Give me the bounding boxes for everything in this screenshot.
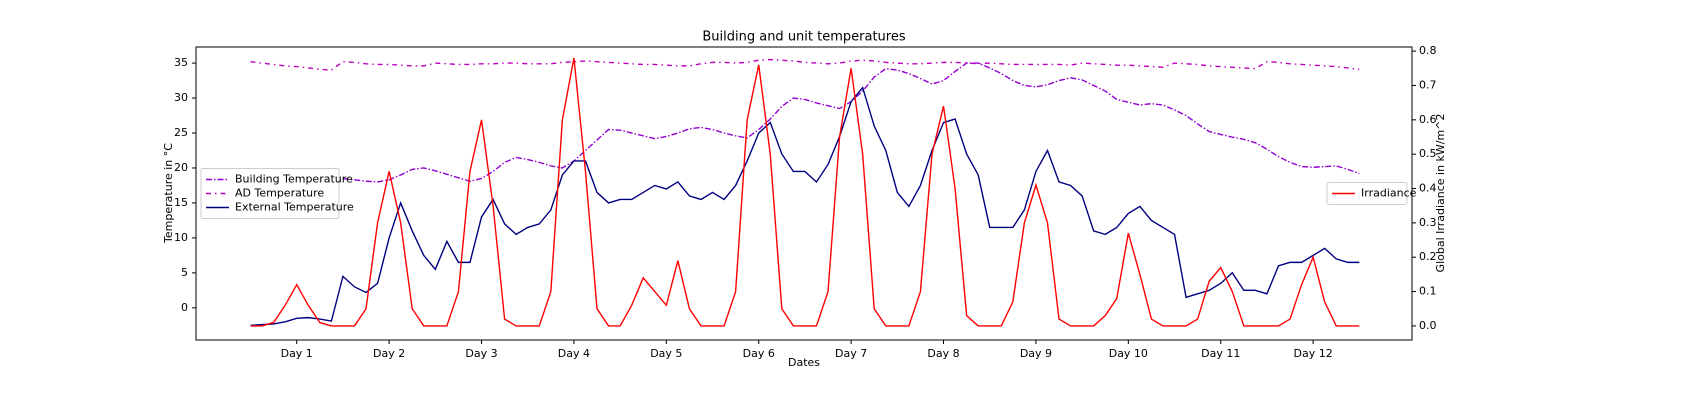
y-tick-label: 30 — [174, 91, 188, 104]
y-tick-label: 10 — [174, 231, 188, 244]
y2-tick-label: 0.1 — [1419, 285, 1437, 298]
y2-tick-label: 0.6 — [1419, 113, 1437, 126]
chart-title: Building and unit temperatures — [702, 30, 905, 45]
x-tick-label: Day 7 — [835, 347, 867, 360]
x-tick-label: Day 2 — [373, 347, 405, 360]
y2-tick-label: 0.8 — [1419, 44, 1437, 57]
data-line — [250, 86, 1360, 327]
legend-box — [1326, 182, 1408, 205]
legend-box — [200, 168, 340, 219]
data-line — [342, 62, 1360, 183]
x-tick-label: Day 1 — [281, 347, 313, 360]
legend-label: Irradiance — [1361, 187, 1417, 200]
x-tick-label: Day 10 — [1109, 347, 1148, 360]
x-tick-label: Day 12 — [1294, 347, 1333, 360]
y2-tick-label: 0.7 — [1419, 78, 1437, 91]
y-tick-label: 15 — [174, 196, 188, 209]
x-tick-label: Day 8 — [927, 347, 959, 360]
y2-tick-label: 0.3 — [1419, 216, 1437, 229]
x-tick-label: Day 3 — [465, 347, 497, 360]
legend-label: External Temperature — [235, 201, 354, 214]
x-axis-label: Dates — [788, 356, 820, 369]
y-tick-label: 25 — [174, 126, 188, 139]
legend-label: Building Temperature — [235, 173, 353, 186]
y2-tick-label: 0.4 — [1419, 182, 1437, 195]
y-tick-label: 20 — [174, 161, 188, 174]
x-tick-label: Day 5 — [650, 347, 682, 360]
x-tick-label: Day 9 — [1020, 347, 1052, 360]
data-line — [250, 58, 1360, 71]
y2-tick-label: 0.2 — [1419, 250, 1437, 263]
y-tick-label: 5 — [181, 266, 188, 279]
plot-frame — [195, 46, 1413, 341]
x-tick-label: Day 4 — [558, 347, 590, 360]
x-tick-label: Day 6 — [743, 347, 775, 360]
y-tick-label: 0 — [181, 301, 188, 314]
data-line — [250, 57, 1360, 327]
x-tick-label: Day 11 — [1201, 347, 1240, 360]
legend-label: AD Temperature — [235, 187, 324, 200]
y2-tick-label: 0.5 — [1419, 147, 1437, 160]
y-axis-label: Temperature in °C — [162, 143, 175, 244]
y2-tick-label: 0.0 — [1419, 319, 1437, 332]
y2-axis-label: Global Irradiance in kW/m^2 — [1434, 114, 1447, 273]
y-tick-label: 35 — [174, 56, 188, 69]
